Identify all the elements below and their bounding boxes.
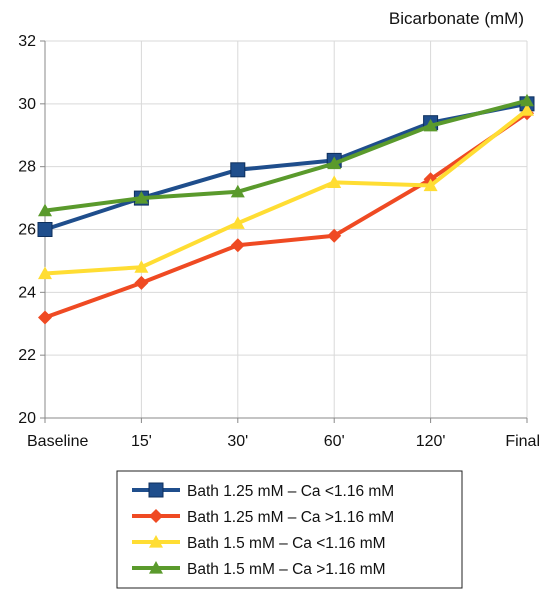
series-line (44, 108, 529, 276)
data-point (327, 228, 342, 243)
x-tick-label: 15' (131, 433, 152, 450)
legend-item: Bath 1.5 mM – Ca <1.16 mM (132, 535, 386, 552)
x-tick-label: Baseline (27, 433, 88, 450)
data-point (38, 310, 52, 325)
data-point (134, 191, 149, 204)
y-tick-label: 30 (18, 96, 36, 113)
legend-label: Bath 1.5 mM – Ca >1.16 mM (187, 561, 386, 578)
data-point (327, 156, 342, 170)
legend-label: Bath 1.5 mM – Ca <1.16 mM (187, 535, 386, 552)
x-tick-label: 60' (324, 433, 345, 450)
series-2 (38, 106, 534, 325)
data-point (520, 93, 534, 107)
legend-item: Bath 1.25 mM – Ca <1.16 mM (132, 482, 394, 500)
legend-item: Bath 1.25 mM – Ca >1.16 mM (132, 509, 394, 526)
y-axis-label: Bicarbonate (mM) (389, 9, 524, 28)
data-point (520, 103, 534, 116)
x-tick-label: 120' (416, 433, 446, 450)
grid-lines (45, 40, 528, 418)
legend-swatch-marker (148, 482, 164, 498)
y-tick-label: 20 (18, 410, 36, 427)
legend-item: Bath 1.5 mM – Ca >1.16 mM (132, 561, 386, 578)
data-point (230, 238, 245, 253)
y-tick-label: 22 (18, 347, 36, 364)
y-tick-label: 28 (18, 159, 36, 176)
data-point (423, 118, 438, 132)
data-point (134, 275, 149, 290)
y-tick-label: 24 (18, 284, 36, 301)
legend: Bath 1.25 mM – Ca <1.16 mM Bath 1.25 mM –… (116, 470, 463, 589)
x-tick-labels: Baseline 15' 30' 60' 120' Final (27, 433, 540, 450)
x-tick-label: 30' (227, 433, 248, 450)
data-point (230, 216, 245, 229)
legend-label: Bath 1.25 mM – Ca >1.16 mM (187, 509, 394, 526)
data-point (37, 222, 53, 237)
data-point (38, 203, 52, 217)
y-tick-label: 32 (18, 33, 36, 50)
series-line (44, 111, 529, 320)
data-point (230, 184, 245, 198)
series-layer (37, 93, 535, 325)
legend-swatch-marker (149, 509, 163, 523)
series-line (44, 98, 528, 213)
legend-label: Bath 1.25 mM – Ca <1.16 mM (187, 483, 394, 500)
series-line (44, 101, 528, 232)
data-point (38, 266, 52, 280)
data-point (134, 260, 149, 273)
axes (40, 40, 528, 423)
series-4 (38, 93, 534, 217)
y-tick-labels: 20 22 24 26 28 30 32 (18, 33, 36, 427)
legend-swatch-marker (149, 535, 163, 548)
data-point (327, 175, 342, 188)
data-point (230, 162, 246, 178)
y-tick-label: 26 (18, 222, 36, 239)
x-tick-label: Final (505, 433, 540, 450)
data-point (423, 178, 438, 192)
series-3 (38, 103, 534, 280)
legend-swatch-marker (149, 561, 163, 574)
